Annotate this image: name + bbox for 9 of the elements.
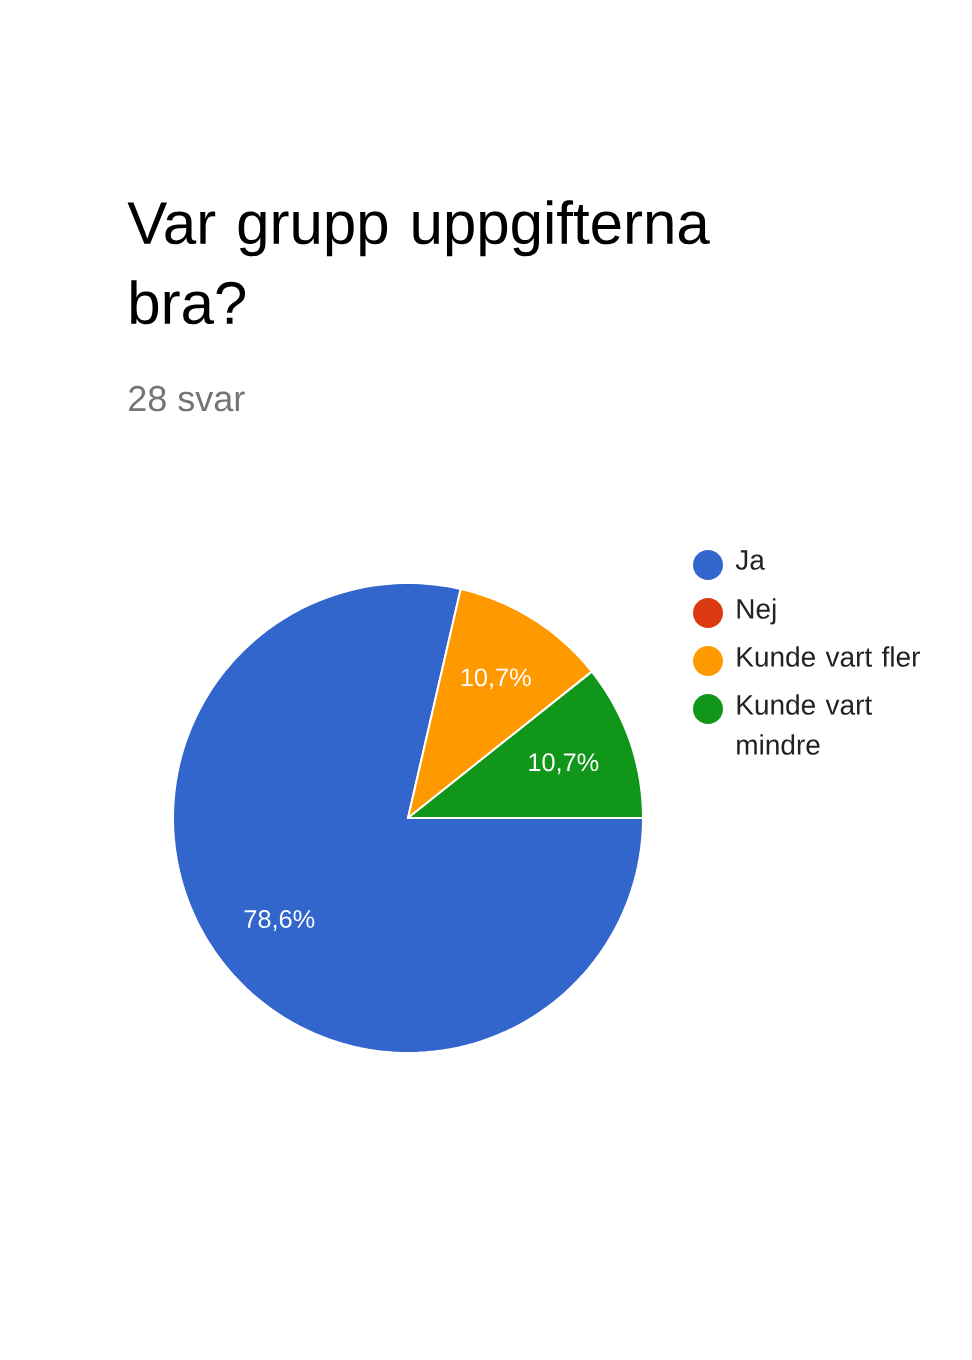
legend-label: Nej: [737, 598, 776, 625]
chart-subtitle: 28 svar: [129, 385, 245, 412]
legend-label: Kunde vart fler: [737, 646, 920, 667]
data-label: 10,7%: [461, 668, 531, 690]
data-label: 78,6%: [244, 910, 315, 931]
chart-title: Var grupp uppgifterna bra?: [127, 200, 710, 325]
legend-label: Ja: [735, 550, 765, 570]
legend-label: Kunde vart mindre: [737, 694, 873, 755]
data-label: 10,7%: [529, 753, 599, 775]
